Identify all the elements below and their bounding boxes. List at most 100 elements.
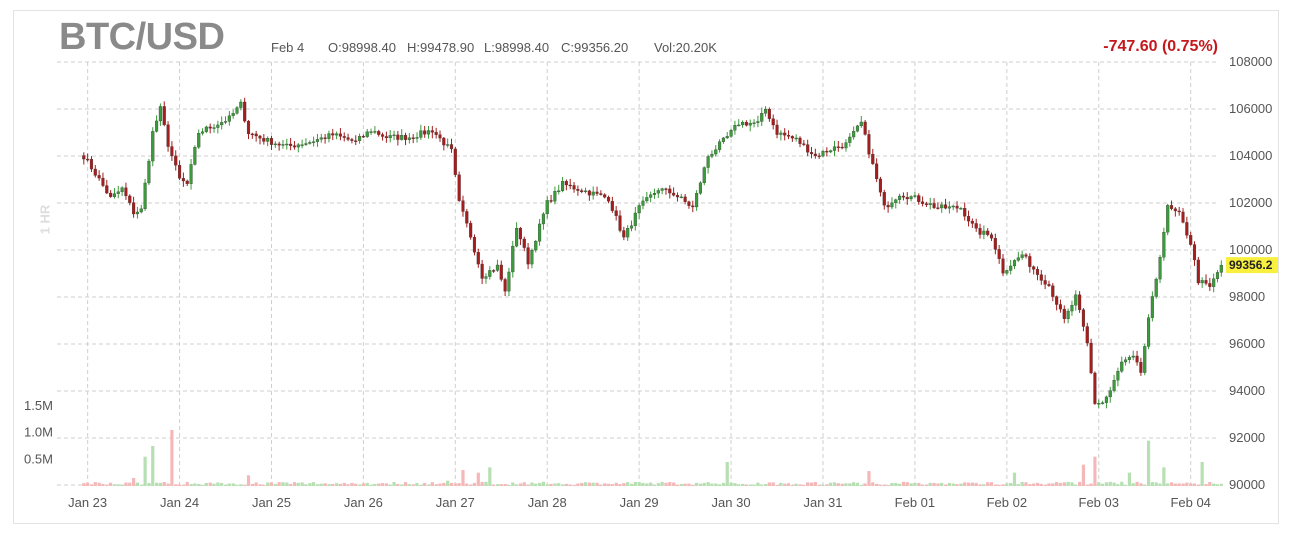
volume-bar (518, 483, 523, 486)
candle-body (603, 194, 607, 198)
candle-body (959, 208, 963, 210)
volume-bar (1066, 481, 1070, 486)
y-tick-label: 100000 (1229, 242, 1272, 257)
volume-bar (143, 456, 147, 486)
volume-bar (767, 482, 771, 486)
volume-bar (1100, 483, 1105, 486)
candle-body (852, 130, 856, 138)
candle-body (1124, 359, 1128, 363)
x-tick-label: Feb 01 (895, 495, 935, 510)
volume-bar (905, 482, 909, 486)
volume-bar (1001, 484, 1005, 486)
candle-body (273, 143, 277, 146)
candle-body (369, 131, 373, 133)
volume-bar (672, 482, 676, 486)
candle-body (760, 113, 764, 122)
volume-bar (488, 467, 492, 486)
volume-bar (656, 483, 660, 486)
candle-body (392, 134, 396, 137)
candle-body (718, 141, 722, 150)
candle-body (1020, 254, 1024, 258)
volume-bar (1123, 484, 1128, 486)
volume-bar (974, 482, 978, 486)
volume-bar (970, 482, 974, 486)
volume-bar (461, 469, 465, 486)
volume-bar (1112, 482, 1116, 486)
candles (82, 97, 1223, 409)
candle-body (93, 168, 97, 176)
volume-bar (855, 482, 860, 486)
candle-body (243, 101, 247, 122)
volume-bar (564, 483, 568, 486)
x-tick-label: Jan 30 (712, 495, 751, 510)
candle-body (871, 154, 875, 164)
volume-bar (170, 429, 174, 486)
candle-body (415, 137, 419, 139)
y-tick-label: 106000 (1229, 101, 1272, 116)
candle-body (806, 144, 810, 153)
candle-body (553, 191, 557, 202)
candle-body (361, 136, 365, 138)
candle-body (829, 150, 833, 153)
volume-bar (989, 482, 994, 486)
volume-bar (710, 483, 714, 486)
candle-body (821, 150, 825, 157)
candle-body (1116, 371, 1120, 381)
candle-body (354, 140, 358, 142)
volume-bar (1020, 481, 1024, 486)
volume-bar (1181, 483, 1185, 486)
candle-body (530, 249, 534, 265)
volume-bar (1135, 481, 1139, 486)
volume-bar (515, 484, 519, 486)
volume-bar (1093, 456, 1097, 486)
candle-body (197, 133, 201, 148)
candle-body (978, 228, 982, 235)
volume-bar (1116, 484, 1120, 486)
volume-bar (1012, 472, 1017, 486)
candle-body (380, 134, 385, 137)
volume-bar (572, 484, 576, 486)
volume-bar (637, 481, 641, 486)
candle-body (522, 238, 526, 248)
volume-bar (365, 482, 369, 486)
volume-bar (492, 484, 496, 486)
volume-bar (1200, 461, 1204, 486)
volume-bar (400, 484, 404, 486)
candle-body (932, 203, 936, 208)
volume-bar (392, 482, 396, 486)
volume-bar (840, 483, 844, 486)
volume-bar (1189, 483, 1193, 486)
volume-bar (97, 482, 101, 486)
candle-body (863, 121, 867, 135)
volume-bar (737, 484, 741, 486)
candle-body (561, 181, 565, 191)
candle-body (924, 203, 928, 205)
candle-body (679, 196, 683, 199)
y-tick-label: 90000 (1229, 477, 1265, 492)
volume-bar (281, 482, 285, 486)
candle-body (1154, 278, 1158, 297)
volume-bar (1166, 483, 1170, 486)
candle-body (947, 206, 951, 209)
candle-body (737, 124, 741, 127)
candle-body (756, 121, 760, 123)
candle-body (304, 143, 308, 145)
volume-bar (109, 482, 113, 486)
volume-bar (1032, 483, 1036, 486)
ohlc-open: O:98998.40 (328, 40, 396, 55)
volume-bar (472, 482, 477, 486)
candle-body (147, 160, 151, 184)
x-tick-label: Feb 02 (987, 495, 1027, 510)
volume-bar (1158, 483, 1162, 486)
candle-body (507, 271, 511, 292)
candle-body (1081, 309, 1085, 327)
candle-body (744, 122, 748, 126)
candle-body (710, 153, 714, 157)
volume-bar (254, 482, 258, 486)
volume-bar (86, 482, 90, 486)
volume-bar (779, 482, 783, 486)
volume-bar (1108, 481, 1112, 486)
candle-body (1166, 205, 1170, 233)
volume-bar (886, 484, 890, 486)
